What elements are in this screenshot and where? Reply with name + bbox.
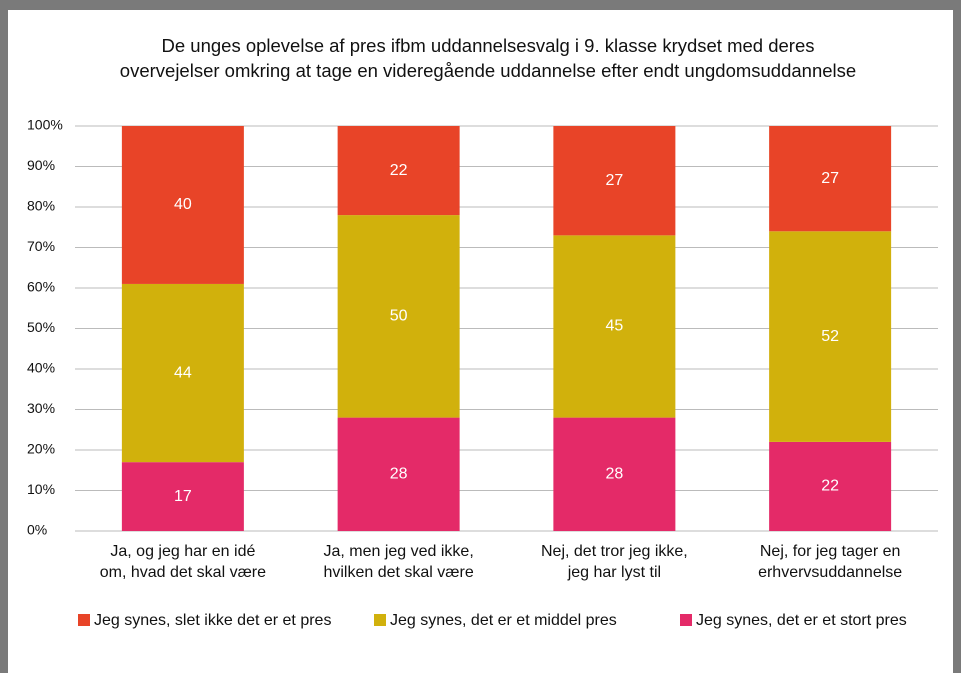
data-label: 50 — [390, 308, 408, 325]
bar-segment — [121, 283, 244, 463]
data-label: 44 — [174, 364, 192, 381]
data-label: 27 — [605, 172, 623, 189]
data-label: 28 — [390, 466, 408, 483]
chart-title: De unges oplevelse af pres ifbm uddannel… — [162, 35, 815, 56]
bar-segment — [769, 441, 892, 531]
bar-segment — [121, 126, 244, 284]
data-label: 22 — [390, 162, 408, 179]
bar-segment — [769, 231, 892, 442]
chart-title: overvejelser omkring at tage en videregå… — [120, 60, 856, 81]
labels: 0% 10% 20% 30% 40% 50% 60% 70% 80% 90% 100% Ja, og … — [27, 117, 907, 630]
x-tick-label: hvilken det skal være — [323, 564, 473, 581]
x-tick-label: Ja, men jeg ved ikke, — [323, 543, 473, 560]
x-tick-label: Ja, og jeg har en idé — [110, 543, 255, 560]
y-tick-label: 80% — [27, 198, 55, 214]
data-label: 45 — [605, 318, 623, 335]
data-label: 27 — [821, 170, 839, 187]
bar-segment — [553, 417, 676, 531]
y-tick-label: 10% — [27, 481, 55, 497]
legend-label: Jeg synes, slet ikke det er et pres — [94, 612, 331, 629]
bar-segment — [337, 417, 460, 531]
x-tick-label: Nej, det tror jeg ikke, — [541, 543, 688, 560]
data-label: 22 — [821, 478, 839, 495]
data-label: 52 — [821, 328, 839, 345]
bars — [121, 126, 892, 531]
y-tick-label: 100% — [27, 117, 63, 133]
y-tick-label: 50% — [27, 319, 55, 335]
bar-segment — [337, 215, 460, 418]
x-tick-label: erhvervsuddannelse — [758, 564, 902, 581]
y-tick-label: 60% — [27, 279, 55, 295]
y-tick-label: 90% — [27, 157, 55, 173]
bar-segment — [553, 126, 676, 236]
y-tick-label: 30% — [27, 400, 55, 416]
data-label: 40 — [174, 196, 192, 213]
y-tick-label: 0% — [27, 522, 47, 538]
legend-swatch — [680, 614, 692, 626]
y-tick-label: 70% — [27, 238, 55, 254]
bar-segment — [337, 126, 460, 216]
legend-swatch — [374, 614, 386, 626]
bar-segment — [553, 235, 676, 418]
data-label: 28 — [605, 466, 623, 483]
legend-label: Jeg synes, det er et middel pres — [390, 612, 617, 629]
x-tick-label: om, hvad det skal være — [100, 564, 266, 581]
x-tick-label: jeg har lyst til — [567, 564, 661, 581]
y-tick-label: 40% — [27, 360, 55, 376]
bar-segment — [769, 126, 892, 232]
legend-swatch — [78, 614, 90, 626]
y-tick-label: 20% — [27, 441, 55, 457]
bar-segment — [121, 462, 244, 531]
legend-label: Jeg synes, det er et stort pres — [696, 612, 907, 629]
x-tick-label: Nej, for jeg tager en — [760, 543, 901, 560]
data-label: 17 — [174, 488, 192, 505]
